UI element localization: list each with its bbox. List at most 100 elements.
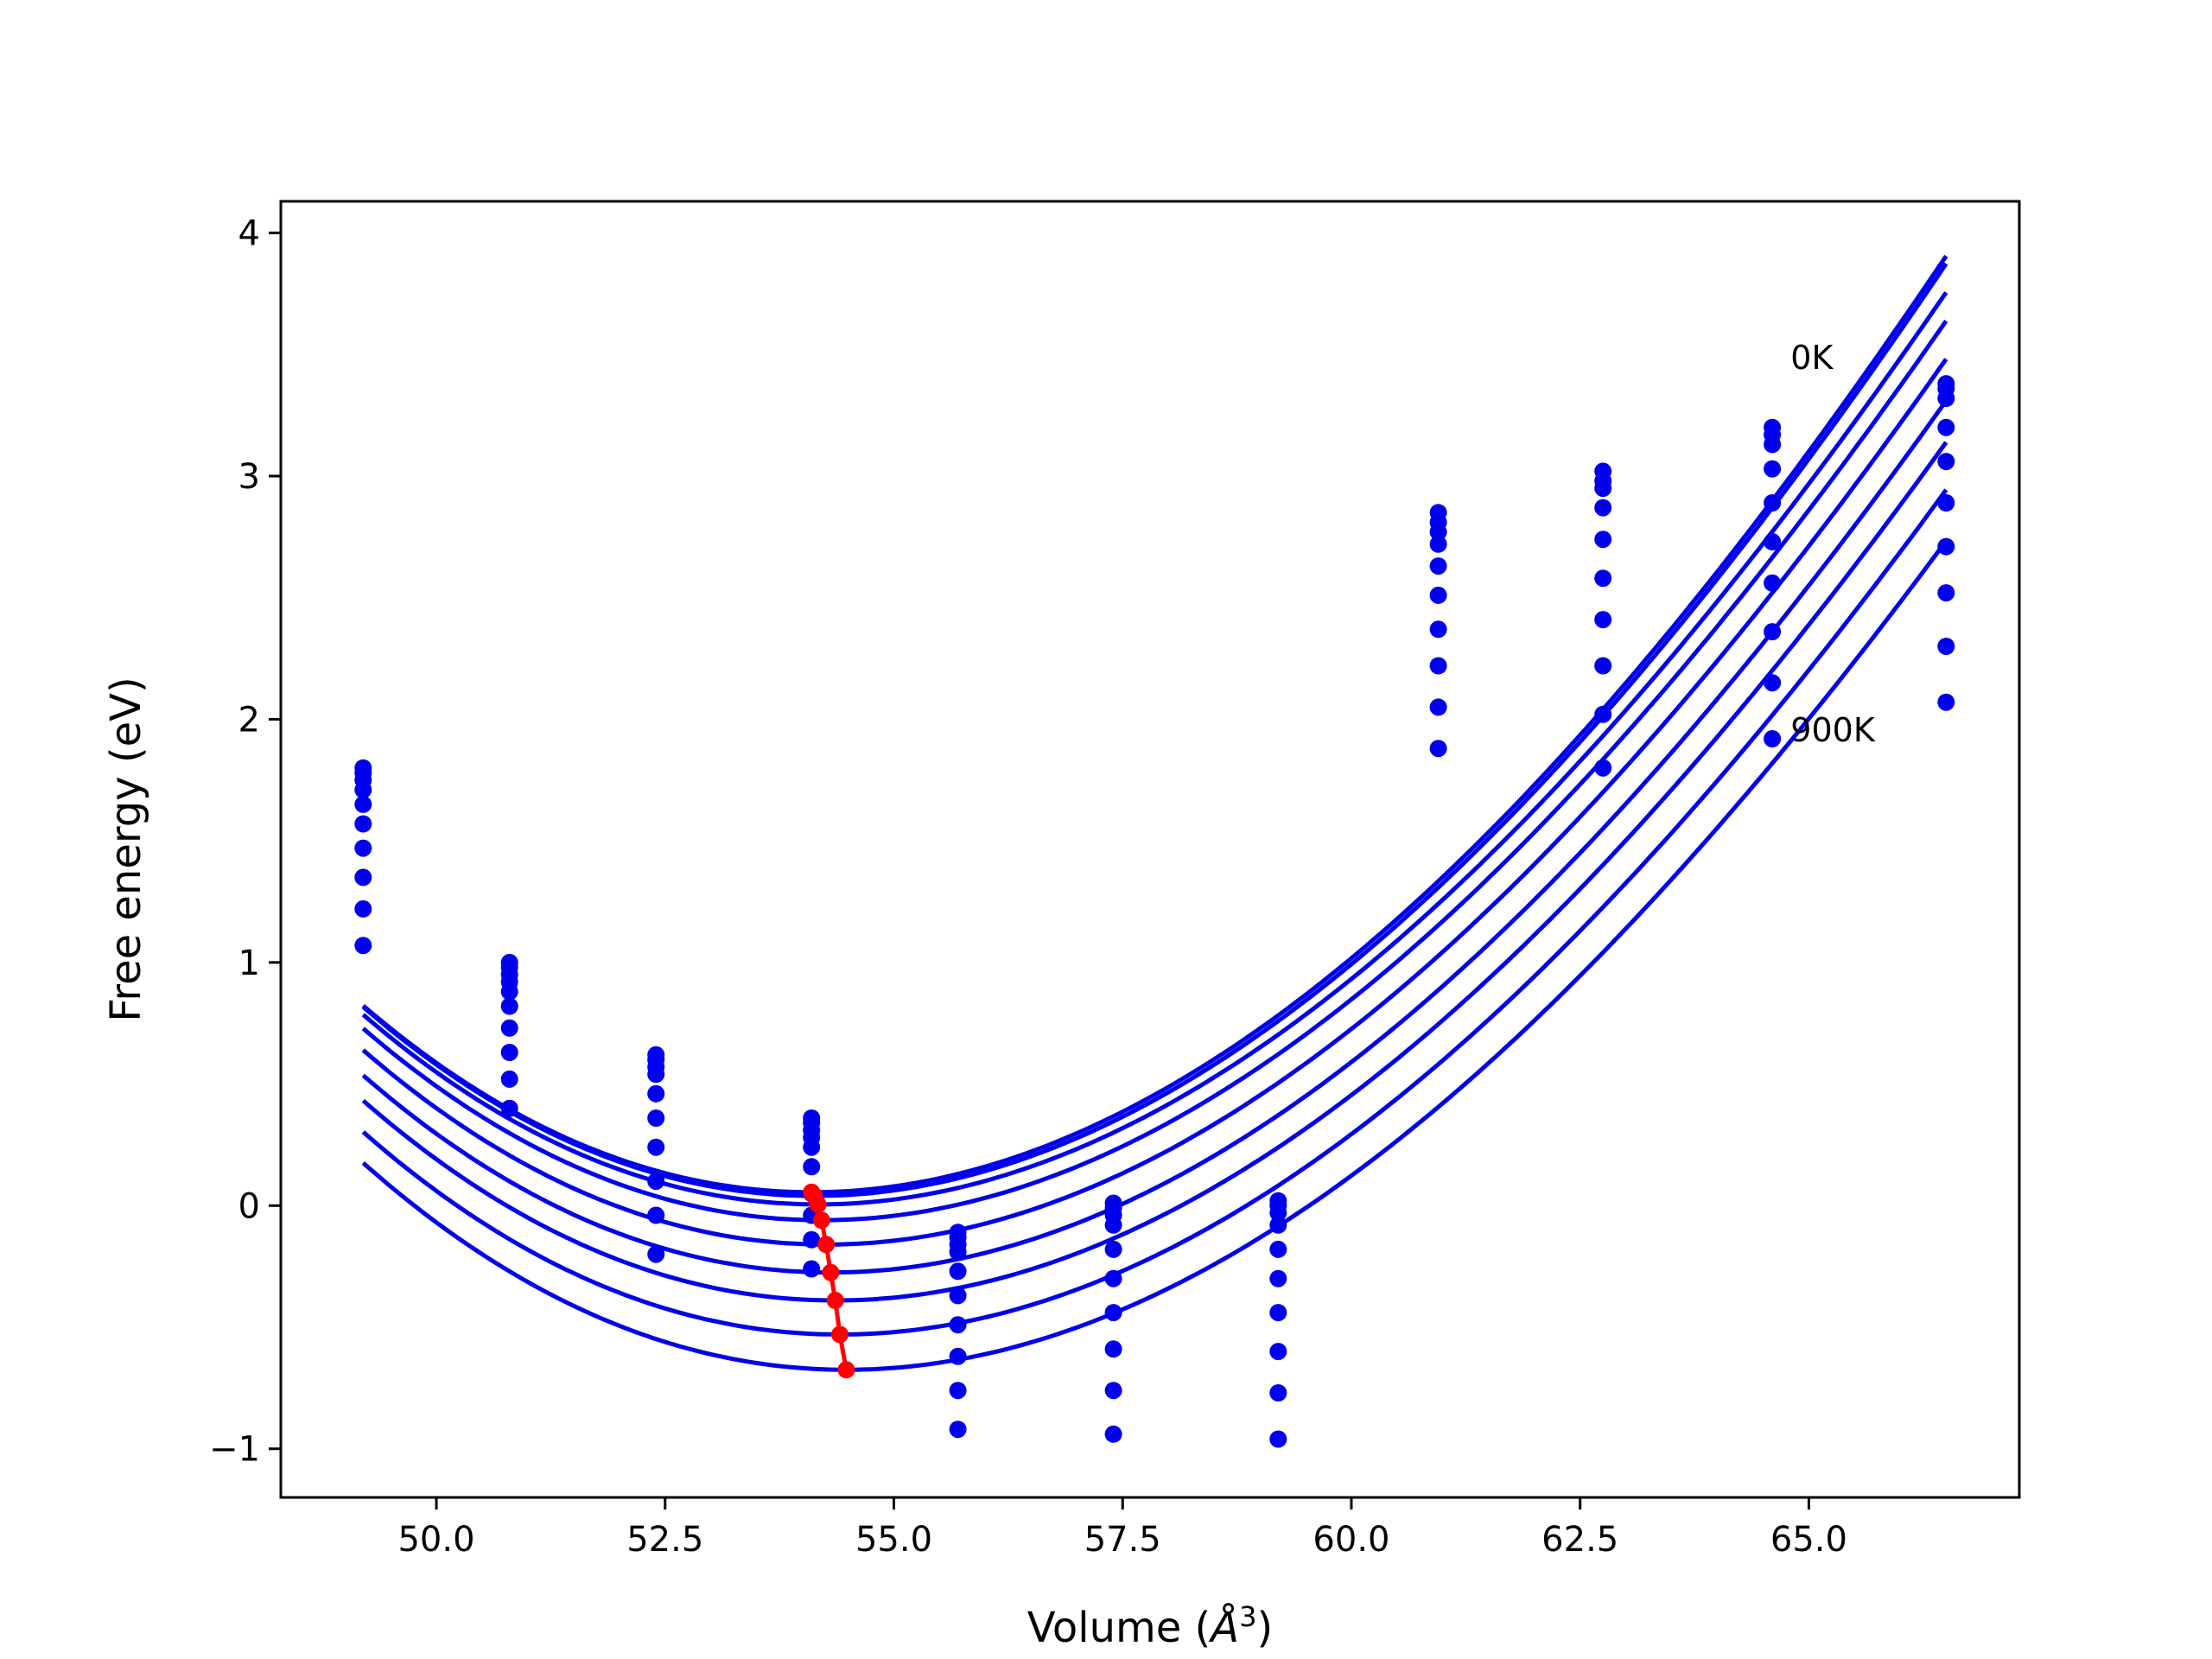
data-point — [500, 997, 518, 1015]
data-point — [1104, 1216, 1122, 1234]
data-point — [354, 815, 372, 833]
data-point — [803, 1158, 821, 1176]
data-point — [1764, 533, 1782, 550]
data-point — [803, 1230, 821, 1249]
data-point — [1764, 460, 1782, 478]
fit-curve-7 — [361, 488, 1948, 1337]
minimum-point — [822, 1263, 840, 1281]
x-tick-label: 65.0 — [1770, 1520, 1847, 1560]
data-point — [647, 1138, 665, 1156]
data-point — [1104, 1340, 1122, 1358]
data-point — [1104, 1382, 1122, 1400]
data-point — [647, 1084, 665, 1103]
data-point — [1269, 1204, 1287, 1222]
minimum-point — [826, 1292, 844, 1309]
data-point — [803, 1138, 821, 1156]
data-points — [354, 375, 1955, 1448]
data-point — [1269, 1343, 1287, 1361]
data-point — [1594, 531, 1612, 549]
data-point — [1937, 453, 1955, 471]
data-point — [647, 1109, 665, 1127]
x-axis-label-text: Volume ( — [1027, 1604, 1211, 1652]
data-point — [1937, 584, 1955, 602]
data-point — [1594, 705, 1612, 723]
data-point — [1937, 494, 1955, 512]
data-point — [1429, 586, 1447, 604]
data-point — [1764, 623, 1782, 641]
data-point — [1104, 1425, 1122, 1443]
data-point — [1764, 574, 1782, 592]
minimum-point — [837, 1361, 855, 1379]
data-point — [1269, 1304, 1287, 1322]
data-point — [1104, 1240, 1122, 1258]
y-tick-label: 3 — [238, 457, 260, 497]
data-point — [949, 1287, 967, 1305]
annotations: 0K 900K — [1790, 339, 1876, 749]
data-point — [949, 1421, 967, 1439]
data-point — [500, 1099, 518, 1117]
y-axis-label: Free energy (eV) — [102, 677, 150, 1021]
minimum-point — [812, 1211, 830, 1230]
x-axis-label-close: ) — [1256, 1604, 1273, 1652]
data-point — [1429, 740, 1447, 758]
x-tick-label: 60.0 — [1313, 1520, 1389, 1560]
data-point — [803, 1260, 821, 1278]
x-axis-label-exponent: 3 — [1239, 1600, 1256, 1633]
fit-curve-0 — [361, 254, 1948, 1195]
y-tick-label: −1 — [209, 1430, 260, 1470]
x-tick-label: 57.5 — [1084, 1520, 1161, 1560]
data-point — [1937, 390, 1955, 407]
fit-curve-6 — [361, 441, 1948, 1303]
data-point — [1429, 535, 1447, 553]
data-point — [1269, 1269, 1287, 1287]
data-point — [1429, 657, 1447, 675]
data-point — [1269, 1430, 1287, 1448]
data-point — [500, 982, 518, 1001]
data-point — [500, 1070, 518, 1088]
plot-area — [281, 201, 2019, 1497]
fit-curve-1 — [361, 262, 1948, 1198]
fit-curve-8 — [361, 539, 1948, 1372]
x-axis-label-unit: Å — [1208, 1603, 1239, 1652]
data-point — [1764, 674, 1782, 692]
data-point — [354, 899, 372, 918]
data-point — [949, 1262, 967, 1281]
x-axis-label: Volume (Å3) — [1027, 1600, 1273, 1652]
data-point — [354, 839, 372, 857]
curve-annotation: 0K — [1790, 339, 1834, 377]
data-point — [1764, 494, 1782, 512]
fit-curve-3 — [361, 319, 1948, 1223]
data-point — [1937, 537, 1955, 556]
data-point — [1429, 620, 1447, 639]
x-axis: 50.0 52.5 55.0 57.5 60.0 62.5 65.0 — [397, 1497, 1847, 1560]
data-point — [1764, 730, 1782, 747]
data-point — [1594, 759, 1612, 777]
data-point — [1104, 1269, 1122, 1287]
data-point — [1764, 435, 1782, 454]
curve-annotation: 900K — [1790, 711, 1876, 749]
data-point — [1937, 693, 1955, 711]
data-point — [354, 781, 372, 799]
data-point — [949, 1347, 967, 1365]
data-point — [1594, 480, 1612, 498]
data-point — [647, 1065, 665, 1084]
y-tick-label: 1 — [238, 944, 260, 983]
data-point — [949, 1316, 967, 1334]
minimum-point — [809, 1195, 827, 1213]
data-point — [354, 795, 372, 813]
data-point — [1594, 611, 1612, 629]
data-point — [1429, 523, 1447, 541]
data-point — [647, 1245, 665, 1263]
y-axis: −1 0 1 2 3 4 — [209, 214, 281, 1470]
x-tick-label: 62.5 — [1541, 1520, 1618, 1560]
data-point — [1937, 638, 1955, 655]
data-point — [1594, 499, 1612, 517]
data-point — [1429, 698, 1447, 716]
data-point — [949, 1243, 967, 1261]
minima-series — [803, 1183, 855, 1379]
minimum-point — [831, 1325, 849, 1344]
data-point — [500, 1044, 518, 1061]
minimum-point — [817, 1236, 836, 1254]
data-point — [354, 937, 372, 955]
